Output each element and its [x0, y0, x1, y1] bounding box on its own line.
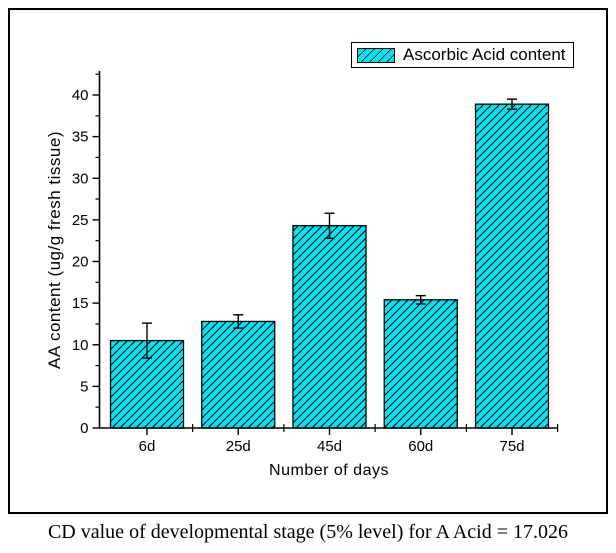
legend-swatch-hatch-icon	[357, 47, 395, 63]
chart-frame: 0 5 10 15 20 25 30 35 40 6d 25d 45d 60d 75d Ascorbic …	[8, 8, 608, 514]
y-axis-title: AA content (ug/g fresh tissue)	[45, 130, 64, 370]
y-tick-label: 0	[80, 420, 88, 437]
bar-75d	[474, 103, 550, 429]
y-tick-label: 30	[72, 170, 89, 187]
y-tick-label: 25	[72, 212, 89, 229]
figure-caption: CD value of developmental stage (5% leve…	[47, 521, 569, 543]
legend: Ascorbic Acid content	[351, 42, 574, 68]
x-tick-label: 75d	[499, 438, 524, 455]
y-tick-label: 35	[72, 129, 89, 146]
bar-45d	[292, 225, 367, 429]
bar-chart: 0 5 10 15 20 25 30 35 40 6d 25d 45d 60d 75d	[72, 71, 559, 455]
x-tick-label: 45d	[317, 438, 342, 455]
y-tick-label: 40	[72, 87, 89, 104]
bar-60d	[383, 299, 458, 429]
y-tick-label: 15	[72, 295, 89, 312]
y-tick-label: 10	[72, 337, 89, 354]
bar-25d	[201, 320, 276, 429]
legend-label: Ascorbic Acid content	[403, 45, 566, 64]
y-tick-label: 20	[72, 254, 89, 271]
x-axis-title: Number of days	[269, 462, 389, 479]
x-tick-label: 25d	[226, 438, 251, 455]
y-tick-label: 5	[80, 378, 88, 395]
x-tick-label: 6d	[139, 438, 156, 455]
x-tick-label: 60d	[408, 438, 433, 455]
